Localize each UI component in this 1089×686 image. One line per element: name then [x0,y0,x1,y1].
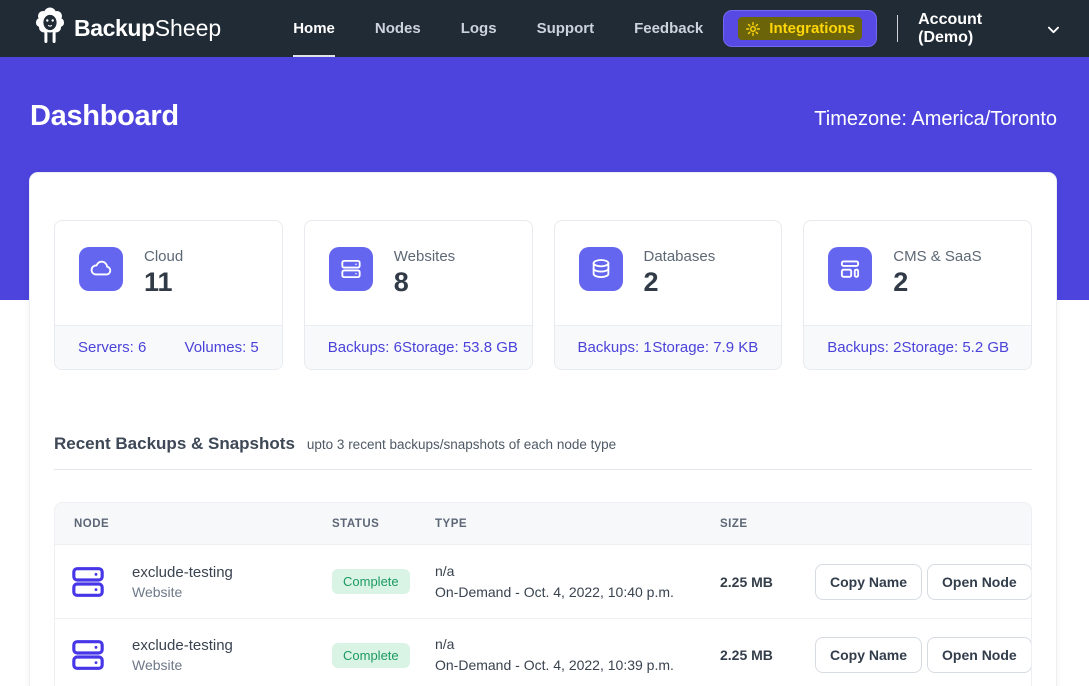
copy-name-button[interactable]: Copy Name [815,563,923,600]
section-subtitle: upto 3 recent backups/snapshots of each … [306,437,617,452]
open-node-button[interactable]: Open Node [927,563,1031,600]
stat-count: 8 [393,267,409,297]
storage-link[interactable]: Storage: 5.2 GB [901,339,1010,356]
col-header-type: TYPE [435,517,468,530]
integrations-button[interactable]: Integrations [723,10,878,47]
recent-backups-table: NODE STATUS TYPE SIZE exclude-testing [54,502,1032,686]
server-node-icon [67,635,109,675]
dashboard-card: Cloud 11 Servers: 6 Volumes: 5 [29,172,1057,686]
brand-name-bold: Backup [74,15,155,41]
page-title: Dashboard [30,100,179,132]
recent-backups-header: Recent Backups & Snapshots upto 3 recent… [54,434,1032,454]
apps-icon [828,247,873,291]
integrations-label: Integrations [769,20,856,37]
nav-item-home[interactable]: Home [273,0,355,57]
stat-label: Cloud [144,248,184,265]
nav-item-support[interactable]: Support [536,20,595,37]
col-header-node: NODE [74,517,110,530]
stat-count: 2 [643,267,659,297]
stat-footer: Servers: 6 Volumes: 5 [55,325,282,369]
brand-name-light: Sheep [154,15,222,41]
stat-count: 2 [893,267,909,297]
stat-card-cloud: Cloud 11 Servers: 6 Volumes: 5 [54,220,283,370]
servers-link[interactable]: Servers: 6 [78,339,147,356]
primary-nav: Home Nodes Logs Support Feedback [273,0,723,57]
top-navbar: Backup Sheep Home Nodes Logs Support Feed… [0,0,1089,57]
backups-link[interactable]: Backups: 1 [577,339,652,356]
backup-size: 2.25 MB [720,573,773,590]
stat-footer: Backups: 1 Storage: 7.9 KB [554,325,782,369]
section-divider [54,469,1032,470]
stat-label: Websites [393,248,456,265]
nav-item-logs[interactable]: Logs [460,20,497,37]
backups-link[interactable]: Backups: 6 [327,339,402,356]
node-name: exclude-testing [132,637,233,654]
backup-schedule: On-Demand - Oct. 4, 2022, 10:40 p.m. [435,583,674,600]
volumes-link[interactable]: Volumes: 5 [184,339,259,356]
backups-link[interactable]: Backups: 2 [827,339,902,356]
database-icon [578,247,623,291]
table-row: exclude-testing Website Complete n/a On-… [55,618,1031,686]
account-menu[interactable]: Account (Demo) [918,11,1059,47]
section-title: Recent Backups & Snapshots [54,434,295,453]
node-name: exclude-testing [132,563,233,581]
backup-type: n/a [435,562,455,579]
chevron-down-icon [1048,24,1059,34]
status-badge: Complete [332,642,410,668]
backup-schedule: On-Demand - Oct. 4, 2022, 10:39 p.m. [435,657,674,673]
storage-link[interactable]: Storage: 53.8 GB [401,339,518,356]
server-stack-icon [328,247,373,291]
col-header-size: SIZE [720,517,748,530]
nav-divider [897,15,899,42]
copy-name-button[interactable]: Copy Name [815,637,923,673]
stats-row: Cloud 11 Servers: 6 Volumes: 5 [54,220,1032,370]
cloud-icon [79,247,123,291]
integrations-highlight: Integrations [738,17,863,40]
stat-card-cms-saas: CMS & SaaS 2 Backups: 2 Storage: 5.2 GB [803,220,1032,370]
timezone-label: Timezone: America/Toronto [814,108,1057,130]
stat-label: Databases [643,248,716,265]
sheep-icon [30,6,74,51]
open-node-button[interactable]: Open Node [927,637,1031,673]
server-node-icon [67,562,109,602]
nav-item-feedback[interactable]: Feedback [634,20,704,37]
stat-count: 11 [144,267,173,297]
table-row: exclude-testing Website Complete n/a On-… [55,545,1031,618]
brand-logo[interactable]: Backup Sheep [30,6,221,51]
node-type: Website [132,583,183,600]
stat-footer: Backups: 2 Storage: 5.2 GB [804,325,1031,369]
backup-type: n/a [435,636,455,652]
col-header-status: STATUS [332,517,380,530]
stat-card-websites: Websites 8 Backups: 6 Storage: 53.8 GB [303,220,533,370]
gear-icon [745,21,761,37]
status-badge: Complete [332,569,410,594]
stat-card-databases: Databases 2 Backups: 1 Storage: 7.9 KB [553,220,783,370]
backup-size: 2.25 MB [720,647,773,663]
account-label: Account (Demo) [918,10,983,46]
stat-footer: Backups: 6 Storage: 53.8 GB [304,325,532,369]
stat-label: CMS & SaaS [893,248,982,265]
node-type: Website [132,657,183,673]
nav-item-nodes[interactable]: Nodes [374,20,421,37]
table-header-row: NODE STATUS TYPE SIZE [55,503,1031,545]
storage-link[interactable]: Storage: 7.9 KB [652,339,759,356]
